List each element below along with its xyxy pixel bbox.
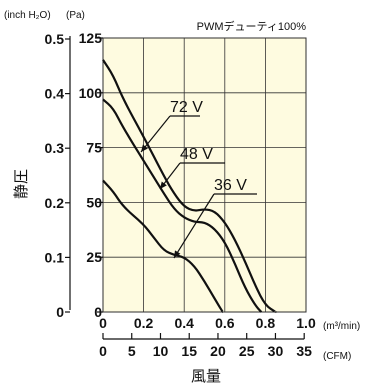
x-tick-label-cfm: 0 — [99, 343, 107, 359]
series-label: 36 V — [214, 177, 247, 194]
plot-area — [102, 37, 307, 313]
y-tick-label-pa: 125 — [79, 30, 103, 46]
y-tick-label-inch: 0.1 — [45, 249, 65, 265]
axes: 0 0.2 0.4 0.6 0.8 1.0025507510012500.10.20.30… — [45, 30, 316, 359]
x-tick-label-cfm: 20 — [210, 343, 226, 359]
series-line — [102, 59, 277, 314]
x-tick-label-m3min: 0.4 — [174, 315, 194, 331]
y-tick-label-pa: 75 — [86, 140, 102, 156]
y-tick-label-pa: 0 — [94, 304, 102, 320]
x-tick-label-m3min: 1.0 — [296, 315, 316, 331]
x-tick-label-m3min: 0.2 — [134, 315, 154, 331]
x-tick-label-cfm: 35 — [296, 343, 312, 359]
y-tick-label-inch: 0.3 — [45, 140, 65, 156]
x-tick-label-m3min: 0.6 — [215, 315, 235, 331]
y-tick-label-inch: 0 — [56, 304, 64, 320]
series-label-leader — [140, 115, 171, 153]
series-label: 72 V — [170, 99, 203, 116]
y-tick-label-inch: 0.5 — [45, 31, 65, 47]
chart-title: PWMデューティ100% — [197, 19, 307, 33]
x-unit-m3min: (m³/min) — [323, 321, 360, 332]
series-line — [102, 179, 224, 314]
y-tick-label-pa: 50 — [86, 194, 102, 210]
y-unit-inch: (inch H₂O) — [4, 10, 51, 21]
series-line — [102, 98, 263, 313]
x-tick-label-cfm: 15 — [181, 343, 197, 359]
x-tick-label-cfm: 5 — [128, 343, 136, 359]
x-tick-label-cfm: 10 — [153, 343, 169, 359]
y-tick-label-pa: 100 — [79, 85, 103, 101]
y-tick-label-inch: 0.2 — [45, 195, 65, 211]
x-tick-label-m3min: 0 — [99, 315, 107, 331]
y-axis-label: 静圧 — [13, 169, 30, 199]
grid — [102, 37, 307, 313]
x-tick-label-m3min: 0.8 — [256, 315, 276, 331]
series-label-arrowhead — [160, 181, 167, 189]
series-label-arrowhead — [174, 250, 181, 258]
x-unit-cfm: (CFM) — [323, 351, 351, 362]
x-axis-label: 風量 — [191, 368, 221, 385]
series-label-arrowhead — [141, 144, 148, 152]
curves: 72 V 48 V36 V — [102, 59, 277, 314]
y-tick-label-pa: 25 — [86, 249, 102, 265]
y-unit-pa: (Pa) — [66, 10, 85, 21]
x-tick-label-cfm: 30 — [268, 343, 284, 359]
y-tick-label-inch: 0.4 — [45, 86, 65, 102]
series-label-leader — [173, 193, 215, 259]
x-tick-label-cfm: 25 — [239, 343, 255, 359]
series-label: 48 V — [180, 146, 213, 163]
